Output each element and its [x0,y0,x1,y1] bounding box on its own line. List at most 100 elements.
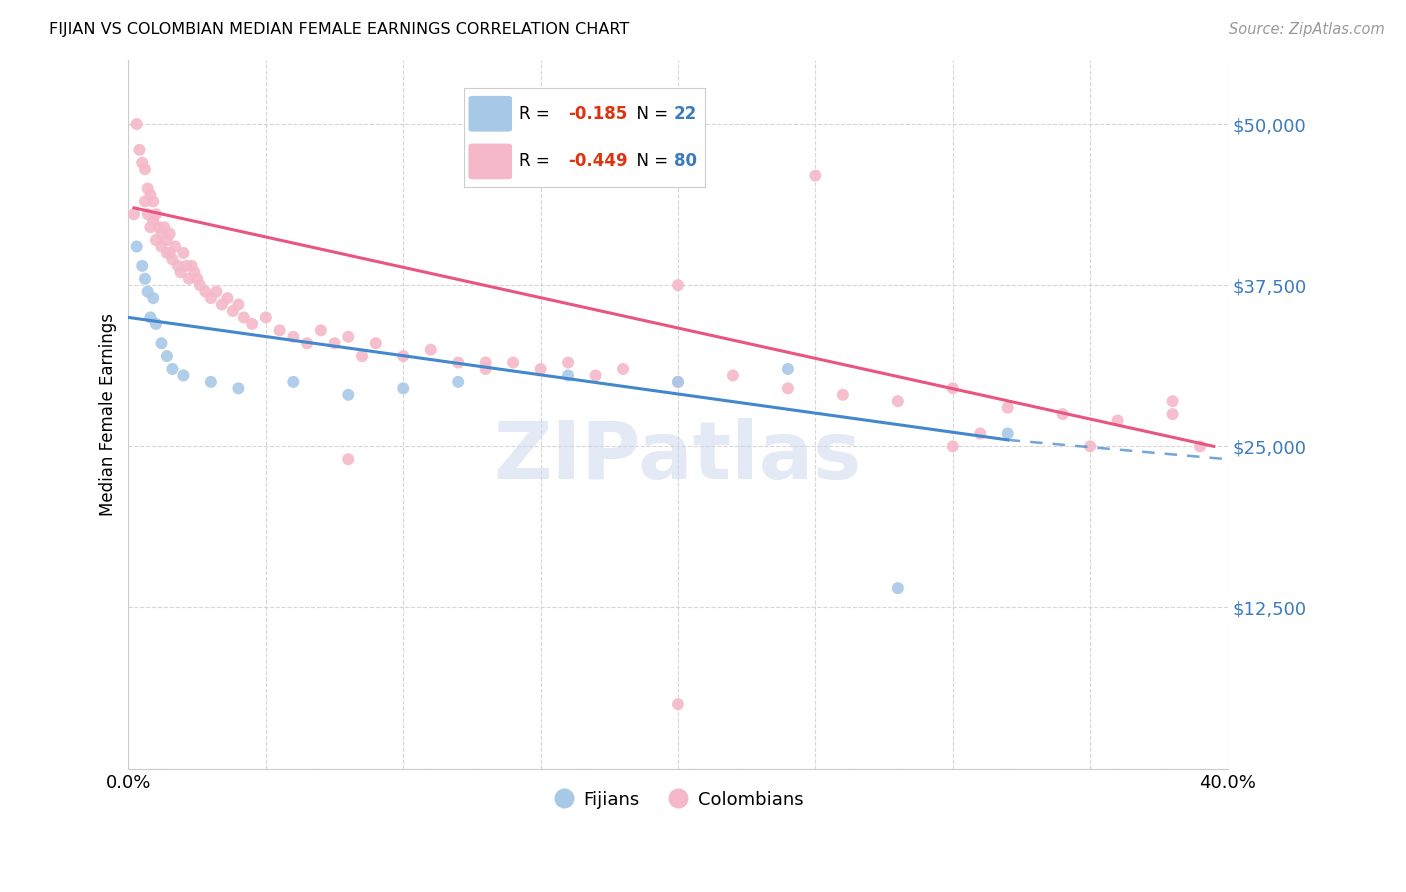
Point [942,439,965,453]
Point [269,323,291,337]
Y-axis label: Median Female Earnings: Median Female Earnings [100,312,117,516]
Point [776,381,799,395]
Point [295,336,318,351]
Point [148,220,170,235]
Point [139,310,162,325]
Point [228,297,250,311]
Point [240,317,263,331]
Point [156,349,179,363]
Point [1189,439,1212,453]
Point [530,362,553,376]
Point [887,394,910,409]
Point [145,233,167,247]
Point [232,310,254,325]
Point [142,213,165,227]
Point [392,349,415,363]
Point [145,207,167,221]
Text: Source: ZipAtlas.com: Source: ZipAtlas.com [1229,22,1385,37]
Point [942,381,965,395]
Point [502,355,524,369]
Point [150,239,173,253]
Point [128,143,150,157]
Point [309,323,332,337]
Point [200,291,222,305]
Point [997,426,1019,441]
Point [1107,413,1129,427]
Point [887,581,910,595]
Point [666,697,689,711]
Point [134,272,156,286]
Point [174,259,197,273]
Point [283,330,305,344]
Point [392,381,415,395]
Point [125,117,148,131]
Point [122,207,145,221]
Point [139,220,162,235]
Point [145,317,167,331]
Point [170,265,193,279]
Point [1078,439,1101,453]
Point [159,246,181,260]
Point [131,259,153,273]
Point [364,336,387,351]
Point [1161,394,1184,409]
Point [139,188,162,202]
Point [323,336,346,351]
Point [156,233,179,247]
Point [134,162,156,177]
Point [447,355,470,369]
Point [211,297,233,311]
Point [188,278,211,293]
Point [447,375,470,389]
Point [666,375,689,389]
Point [283,375,305,389]
Point [150,336,173,351]
Point [222,304,245,318]
Point [350,349,373,363]
Point [131,155,153,169]
Point [162,252,184,267]
Point [183,265,205,279]
Point [474,355,496,369]
Point [337,452,360,467]
Point [162,362,184,376]
Point [557,355,579,369]
Point [136,207,159,221]
Point [585,368,607,383]
Point [150,227,173,241]
Point [142,194,165,209]
Point [142,291,165,305]
Point [666,375,689,389]
Point [172,368,194,383]
Point [557,368,579,383]
Point [165,239,187,253]
Point [159,227,181,241]
Point [254,310,277,325]
Point [180,259,202,273]
Point [666,278,689,293]
Point [721,368,744,383]
Point [419,343,441,357]
Point [969,426,991,441]
Point [177,272,200,286]
Point [136,181,159,195]
Point [831,388,853,402]
Point [776,362,799,376]
Point [1052,407,1074,421]
Point [200,375,222,389]
Point [1161,407,1184,421]
Point [337,330,360,344]
Point [612,362,634,376]
Text: FIJIAN VS COLOMBIAN MEDIAN FEMALE EARNINGS CORRELATION CHART: FIJIAN VS COLOMBIAN MEDIAN FEMALE EARNIN… [49,22,630,37]
Point [474,362,496,376]
Point [337,388,360,402]
Point [228,381,250,395]
Point [125,239,148,253]
Legend: Fijians, Colombians: Fijians, Colombians [546,782,810,816]
Point [134,194,156,209]
Point [804,169,827,183]
Point [217,291,239,305]
Point [153,220,176,235]
Point [167,259,190,273]
Point [194,285,217,299]
